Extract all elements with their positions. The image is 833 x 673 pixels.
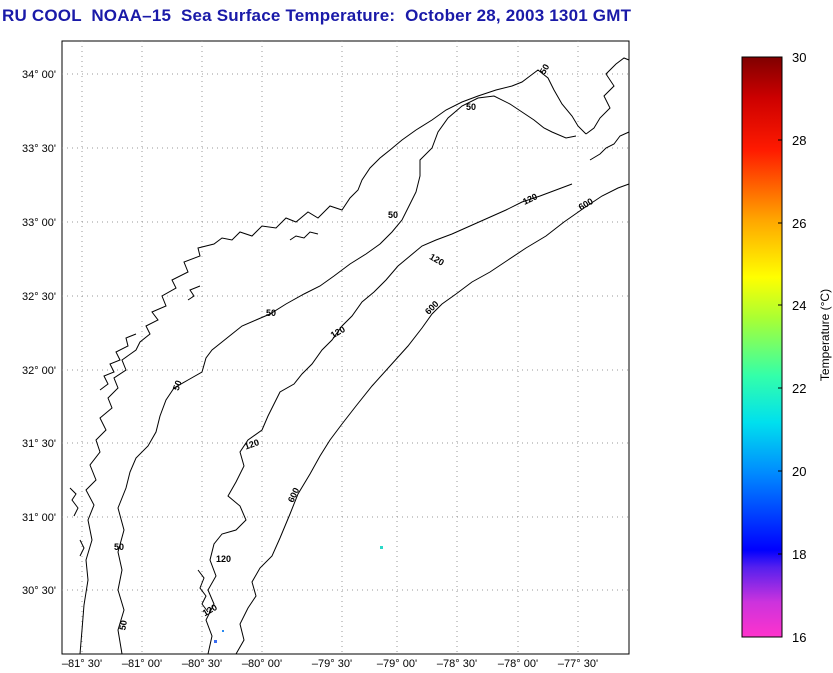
isobath-label: 120 [216, 554, 231, 564]
colorbar [741, 56, 783, 638]
longitude-label: –80° 30' [182, 658, 222, 670]
isobath-label: 50 [266, 308, 276, 318]
isobath-50 [117, 95, 577, 655]
map-frame [61, 40, 630, 655]
colorbar-tick-label: 24 [792, 298, 806, 313]
map-title: RU COOL NOAA–15 Sea Surface Temperature:… [2, 6, 632, 25]
longitude-label: –81° 00' [122, 658, 162, 670]
longitude-label: –79° 30' [312, 658, 352, 670]
longitude-label: –79° 00' [377, 658, 417, 670]
sst-pixel [222, 630, 224, 632]
latitude-label: 32° 00' [22, 365, 56, 377]
colorbar-tick-label: 16 [792, 630, 806, 645]
sst-pixel [380, 546, 383, 549]
isobath-label: 50 [388, 210, 398, 220]
colorbar-tick-label: 28 [792, 133, 806, 148]
colorbar-ticks [778, 56, 782, 638]
isobath-label: 50 [466, 102, 476, 112]
sst-pixel [214, 640, 217, 643]
longitude-labels: –81° 30' –81° 00' –80° 30' –80° 00' –79°… [62, 658, 598, 670]
colorbar-label: Temperature (°C) [818, 289, 832, 381]
isobath-120 [197, 183, 573, 655]
latitude-label: 31° 00' [22, 512, 56, 524]
isobath-label: 50 [114, 542, 124, 552]
longitude-label: –78° 00' [498, 658, 538, 670]
latitude-label: 34° 00' [22, 69, 56, 81]
isobath-label: 50 [117, 619, 129, 631]
isobath-label: 120 [243, 437, 261, 452]
coastline [69, 57, 630, 655]
latitude-label: 33° 00' [22, 217, 56, 229]
isobath-label: 50 [171, 379, 184, 392]
latitude-label: 32° 30' [22, 291, 56, 303]
longitude-label: –77° 30' [558, 658, 598, 670]
colorbar-tick-label: 22 [792, 381, 806, 396]
latitude-labels: 34° 00' 33° 30' 33° 00' 32° 30' 32° 00' … [22, 69, 56, 597]
latitude-label: 30° 30' [22, 585, 56, 597]
colorbar-tick-label: 20 [792, 464, 806, 479]
latitude-label: 31° 30' [22, 438, 56, 450]
isobath-label: 50 [538, 62, 552, 76]
longitude-label: –80° 00' [242, 658, 282, 670]
colorbar-tick-label: 26 [792, 216, 806, 231]
colorbar-tick-labels: 30 28 26 24 22 20 18 16 [792, 50, 806, 645]
colorbar-tick-label: 30 [792, 50, 806, 65]
latitude-label: 33° 30' [22, 143, 56, 155]
longitude-label: –78° 30' [437, 658, 477, 670]
colorbar-tick-label: 18 [792, 547, 806, 562]
isobath-600 [235, 183, 630, 655]
longitude-label: –81° 30' [62, 658, 102, 670]
